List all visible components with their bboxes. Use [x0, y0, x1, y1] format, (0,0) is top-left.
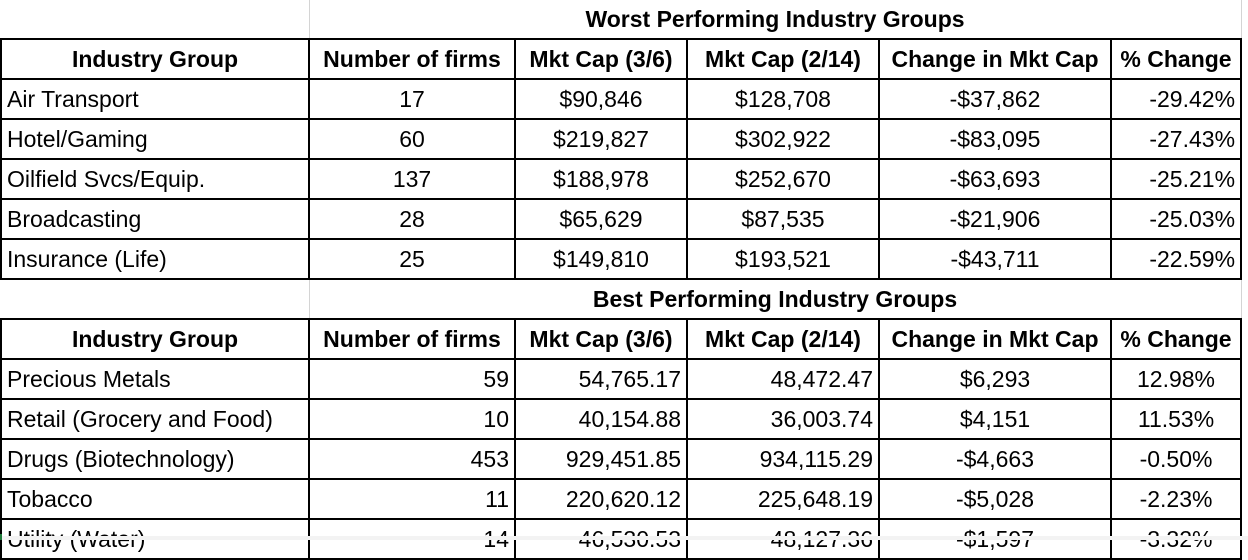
- cell-change-in-mkt-cap[interactable]: -$63,693: [878, 158, 1112, 200]
- blank-cell[interactable]: [1, 279, 310, 320]
- cell-mkt-cap-3-6[interactable]: $90,846: [514, 78, 688, 120]
- header-number-of-firms[interactable]: Number of firms: [308, 38, 516, 80]
- cell-number-of-firms[interactable]: 137: [308, 158, 516, 200]
- worst-header-row: Industry Group Number of firms Mkt Cap (…: [0, 38, 1243, 80]
- cell-number-of-firms[interactable]: 10: [308, 398, 516, 440]
- best-title-row: Best Performing Industry Groups: [1, 279, 1242, 320]
- header-industry-group[interactable]: Industry Group: [0, 38, 310, 80]
- cell-mkt-cap-2-14[interactable]: 48,472.47: [686, 358, 880, 400]
- table-row: Drugs (Biotechnology) 453 929,451.85 934…: [0, 438, 1243, 480]
- cell-industry-group[interactable]: Precious Metals: [0, 358, 310, 400]
- cell-change-in-mkt-cap[interactable]: -$5,028: [878, 478, 1112, 520]
- cell-mkt-cap-2-14[interactable]: 36,003.74: [686, 398, 880, 440]
- header-industry-group[interactable]: Industry Group: [0, 318, 310, 360]
- header-number-of-firms[interactable]: Number of firms: [308, 318, 516, 360]
- cell-mkt-cap-2-14[interactable]: $128,708: [686, 78, 880, 120]
- cell-mkt-cap-3-6[interactable]: 929,451.85: [514, 438, 688, 480]
- cell-industry-group[interactable]: Drugs (Biotechnology): [0, 438, 310, 480]
- cell-percent-change[interactable]: -29.42%: [1109, 78, 1243, 120]
- cell-mkt-cap-3-6[interactable]: $65,629: [514, 198, 688, 240]
- cell-mkt-cap-2-14[interactable]: 934,115.29: [686, 438, 880, 480]
- blank-cell[interactable]: [1, 0, 310, 40]
- cell-percent-change[interactable]: -2.23%: [1109, 478, 1243, 520]
- header-change-in-mkt-cap[interactable]: Change in Mkt Cap: [878, 318, 1112, 360]
- cell-mkt-cap-3-6[interactable]: $188,978: [514, 158, 688, 200]
- cell-number-of-firms[interactable]: 25: [308, 238, 516, 280]
- cell-industry-group[interactable]: Oilfield Svcs/Equip.: [0, 158, 310, 200]
- cell-industry-group[interactable]: Air Transport: [0, 78, 310, 120]
- cell-number-of-firms[interactable]: 28: [308, 198, 516, 240]
- best-header-row: Industry Group Number of firms Mkt Cap (…: [0, 318, 1243, 360]
- cell-percent-change[interactable]: 12.98%: [1109, 358, 1243, 400]
- cell-change-in-mkt-cap[interactable]: $4,151: [878, 398, 1112, 440]
- cell-industry-group[interactable]: Retail (Grocery and Food): [0, 398, 310, 440]
- cell-industry-group[interactable]: Tobacco: [0, 478, 310, 520]
- cell-mkt-cap-2-14[interactable]: $252,670: [686, 158, 880, 200]
- cell-mkt-cap-3-6[interactable]: 220,620.12: [514, 478, 688, 520]
- worst-group-title[interactable]: Worst Performing Industry Groups: [309, 0, 1242, 40]
- cell-number-of-firms[interactable]: 453: [308, 438, 516, 480]
- header-percent-change[interactable]: % Change: [1109, 38, 1243, 80]
- header-change-in-mkt-cap[interactable]: Change in Mkt Cap: [878, 38, 1112, 80]
- cell-percent-change[interactable]: -25.03%: [1109, 198, 1243, 240]
- header-mkt-cap-2-14[interactable]: Mkt Cap (2/14): [686, 38, 880, 80]
- cell-change-in-mkt-cap[interactable]: -$83,095: [878, 118, 1112, 160]
- cell-industry-group[interactable]: Insurance (Life): [0, 238, 310, 280]
- cell-industry-group[interactable]: Broadcasting: [0, 198, 310, 240]
- cell-number-of-firms[interactable]: 17: [308, 78, 516, 120]
- table-row: Retail (Grocery and Food) 10 40,154.88 3…: [0, 398, 1243, 440]
- cell-mkt-cap-3-6[interactable]: 40,154.88: [514, 398, 688, 440]
- cell-mkt-cap-2-14[interactable]: $87,535: [686, 198, 880, 240]
- table-row: Hotel/Gaming 60 $219,827 $302,922 -$83,0…: [0, 118, 1243, 160]
- cell-percent-change[interactable]: -25.21%: [1109, 158, 1243, 200]
- best-group-title[interactable]: Best Performing Industry Groups: [309, 279, 1242, 320]
- cell-number-of-firms[interactable]: 60: [308, 118, 516, 160]
- cell-percent-change[interactable]: 11.53%: [1109, 398, 1243, 440]
- table-row: Broadcasting 28 $65,629 $87,535 -$21,906…: [0, 198, 1243, 240]
- cell-percent-change[interactable]: -0.50%: [1109, 438, 1243, 480]
- cell-change-in-mkt-cap[interactable]: -$37,862: [878, 78, 1112, 120]
- sheet-bottom-edge: [0, 536, 1248, 540]
- cell-percent-change[interactable]: -27.43%: [1109, 118, 1243, 160]
- cell-mkt-cap-3-6[interactable]: $219,827: [514, 118, 688, 160]
- cell-number-of-firms[interactable]: 11: [308, 478, 516, 520]
- cell-percent-change[interactable]: -22.59%: [1109, 238, 1243, 280]
- cell-change-in-mkt-cap[interactable]: -$4,663: [878, 438, 1112, 480]
- cell-change-in-mkt-cap[interactable]: -$21,906: [878, 198, 1112, 240]
- worst-title-row: Worst Performing Industry Groups: [1, 0, 1242, 40]
- table-row: Tobacco 11 220,620.12 225,648.19 -$5,028…: [0, 478, 1243, 520]
- header-mkt-cap-3-6[interactable]: Mkt Cap (3/6): [514, 38, 688, 80]
- cell-change-in-mkt-cap[interactable]: $6,293: [878, 358, 1112, 400]
- cell-industry-group[interactable]: Hotel/Gaming: [0, 118, 310, 160]
- header-mkt-cap-3-6[interactable]: Mkt Cap (3/6): [514, 318, 688, 360]
- cell-change-in-mkt-cap[interactable]: -$43,711: [878, 238, 1112, 280]
- cell-mkt-cap-2-14[interactable]: $193,521: [686, 238, 880, 280]
- cell-mkt-cap-2-14[interactable]: 225,648.19: [686, 478, 880, 520]
- header-percent-change[interactable]: % Change: [1109, 318, 1243, 360]
- table-row: Air Transport 17 $90,846 $128,708 -$37,8…: [0, 78, 1243, 120]
- table-row: Precious Metals 59 54,765.17 48,472.47 $…: [0, 358, 1243, 400]
- header-mkt-cap-2-14[interactable]: Mkt Cap (2/14): [686, 318, 880, 360]
- selection-edge-marker: [0, 534, 2, 540]
- cell-mkt-cap-3-6[interactable]: 54,765.17: [514, 358, 688, 400]
- table-row: Oilfield Svcs/Equip. 137 $188,978 $252,6…: [0, 158, 1243, 200]
- cell-mkt-cap-2-14[interactable]: $302,922: [686, 118, 880, 160]
- table-row: Insurance (Life) 25 $149,810 $193,521 -$…: [0, 238, 1243, 280]
- cell-mkt-cap-3-6[interactable]: $149,810: [514, 238, 688, 280]
- cell-number-of-firms[interactable]: 59: [308, 358, 516, 400]
